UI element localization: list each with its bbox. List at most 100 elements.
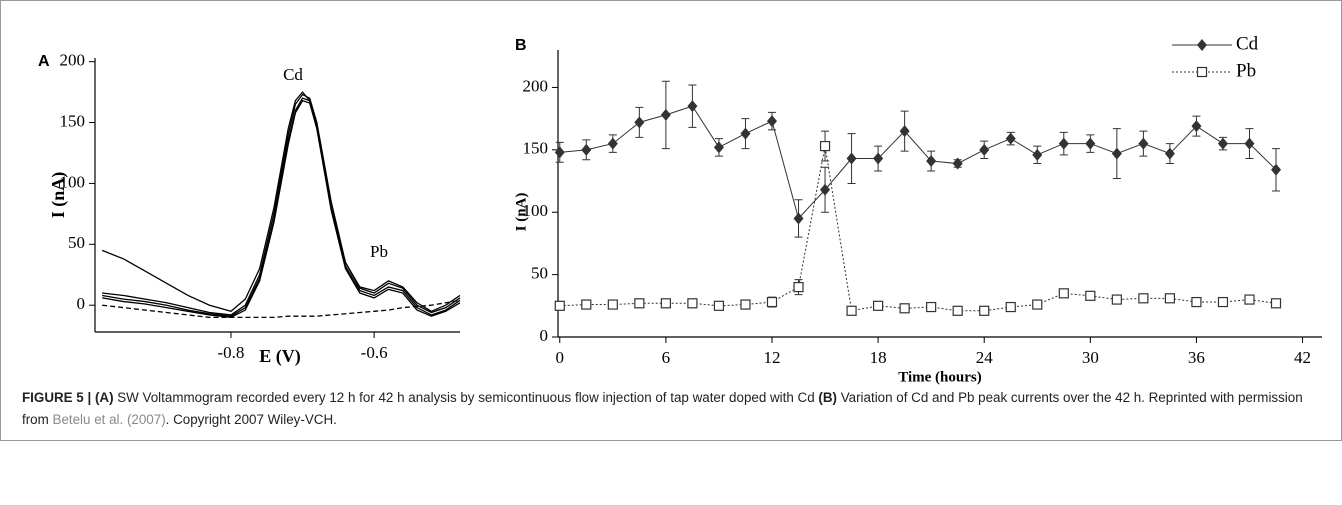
caption: FIGURE 5 | (A) SW Voltammogram recorded … (22, 387, 1322, 431)
marker (581, 143, 592, 156)
marker (846, 305, 857, 316)
marker (952, 157, 963, 170)
marker (607, 137, 618, 150)
caption-text: SW Voltammogram recorded every 12 h for … (113, 390, 819, 405)
marker (979, 305, 990, 316)
marker (1032, 148, 1043, 161)
marker (1244, 294, 1255, 305)
marker (899, 125, 910, 138)
y-axis-label: I (nA) (513, 193, 529, 232)
marker (926, 301, 937, 313)
marker (634, 116, 645, 129)
x-axis-label: E (V) (259, 346, 301, 367)
x-tick-label: 24 (976, 348, 994, 367)
y-tick-label: 50 (68, 233, 85, 252)
marker (634, 298, 645, 309)
marker (687, 100, 698, 113)
caption-text: FIGURE 5 | (A) (22, 390, 114, 405)
marker (1138, 293, 1149, 304)
marker (873, 152, 884, 165)
marker (1085, 137, 1096, 150)
citation-link[interactable]: Betelu et al. (2007) (52, 412, 166, 427)
y-tick-label: 200 (523, 76, 549, 95)
panel-label: B (515, 37, 527, 54)
y-tick-label: 100 (60, 172, 86, 191)
marker (740, 127, 751, 140)
marker (1191, 296, 1202, 308)
marker (1138, 137, 1149, 150)
marker (713, 300, 725, 311)
series-line (102, 299, 461, 319)
y-tick-label: 150 (523, 139, 549, 158)
figure-border (0, 0, 1342, 441)
marker (660, 108, 671, 121)
marker (1111, 147, 1122, 160)
annotation: Pb (370, 242, 388, 261)
y-tick-label: 0 (77, 294, 86, 313)
y-tick-label: 100 (523, 201, 549, 220)
x-tick-label: 18 (870, 348, 887, 367)
marker (1191, 120, 1202, 133)
marker (554, 146, 565, 159)
series-line (101, 91, 461, 313)
marker (1032, 299, 1043, 310)
legend-marker (1196, 66, 1208, 78)
marker (1085, 290, 1096, 301)
marker (952, 305, 963, 316)
x-tick-label: -0.6 (361, 343, 388, 362)
x-tick-label: -0.8 (218, 343, 245, 362)
marker (1111, 294, 1122, 305)
marker (740, 299, 751, 310)
y-tick-label: 200 (60, 51, 86, 70)
caption-text: (B) (818, 390, 837, 405)
y-axis-label: I (nA) (48, 172, 69, 219)
y-tick-label: 50 (531, 264, 548, 283)
x-tick-label: 0 (556, 348, 565, 367)
x-tick-label: 36 (1188, 348, 1205, 367)
marker (1005, 301, 1016, 313)
marker (1217, 137, 1228, 150)
y-tick-label: 150 (60, 111, 86, 130)
x-axis-label: Time (hours) (898, 369, 981, 385)
marker (1058, 137, 1069, 150)
x-tick-label: 12 (763, 348, 780, 367)
marker (819, 140, 831, 152)
series-line (102, 93, 461, 316)
series-line (102, 97, 461, 317)
marker (1164, 293, 1176, 304)
x-tick-label: 42 (1294, 348, 1311, 367)
marker (846, 152, 857, 165)
y-tick-label: 0 (540, 326, 549, 345)
marker (793, 281, 804, 293)
marker (1164, 147, 1175, 160)
legend-marker (1197, 39, 1207, 51)
marker (899, 303, 910, 314)
marker (581, 299, 592, 310)
marker (1270, 298, 1282, 309)
marker (1005, 132, 1016, 145)
legend-label: Pb (1236, 60, 1256, 81)
marker (687, 298, 698, 309)
legend-label: Cd (1236, 33, 1259, 54)
series-line (559, 145, 1277, 312)
marker (607, 299, 618, 310)
marker (1058, 288, 1069, 299)
marker (660, 298, 671, 309)
marker (766, 296, 778, 308)
marker (1217, 296, 1229, 308)
marker (820, 183, 831, 196)
marker (793, 212, 804, 225)
marker (873, 300, 884, 311)
series-line (102, 99, 461, 319)
marker (766, 115, 777, 128)
marker (979, 143, 990, 156)
x-tick-label: 30 (1082, 348, 1099, 367)
x-tick-label: 6 (662, 348, 671, 367)
marker (554, 300, 565, 311)
marker (713, 141, 724, 154)
caption-text: . Copyright 2007 Wiley-VCH. (165, 412, 337, 427)
caption-text: Variation of Cd and Pb peak currents ove… (22, 390, 1303, 427)
panel-label: A (38, 53, 50, 70)
